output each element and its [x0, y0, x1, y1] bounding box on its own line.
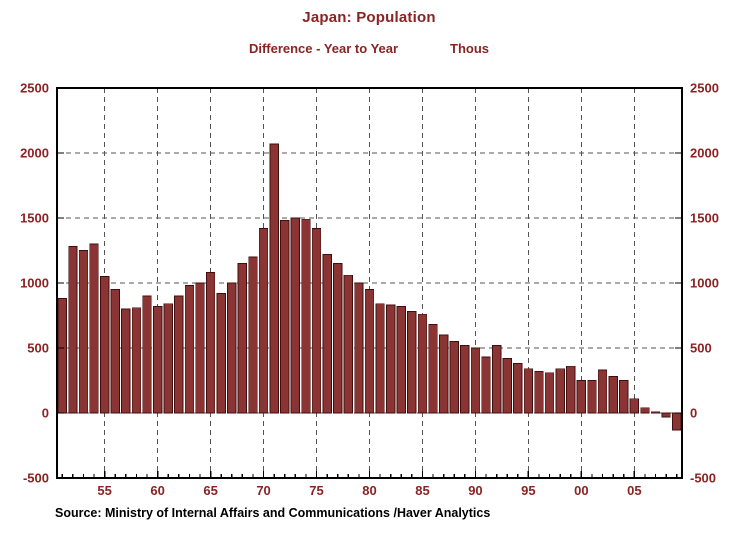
bar [544, 372, 555, 414]
bar [491, 344, 502, 414]
chart-title: Japan: Population [302, 9, 436, 26]
bar [534, 370, 544, 414]
bar [121, 308, 131, 414]
y-axis-label-left: 1500 [20, 211, 49, 226]
y-axis-label-left: -500 [23, 471, 49, 486]
bar [237, 263, 248, 414]
bar [608, 376, 618, 414]
bar [417, 313, 428, 414]
bar [301, 218, 311, 414]
bar [502, 357, 512, 414]
bar [333, 263, 343, 414]
x-axis-label: 75 [309, 483, 323, 498]
y-axis-label-right: -500 [690, 471, 716, 486]
y-axis-label-left: 2000 [20, 146, 49, 161]
bar [343, 274, 353, 414]
bar [629, 398, 639, 414]
bar [142, 295, 152, 414]
bar [89, 243, 99, 414]
bar [640, 407, 650, 414]
bar [449, 341, 459, 414]
x-axis-label: 80 [362, 483, 376, 498]
bar [227, 282, 237, 414]
bar [322, 253, 332, 414]
bar [311, 227, 322, 414]
bar [258, 227, 269, 414]
bar [386, 304, 396, 414]
bar [597, 369, 608, 414]
bar [661, 412, 671, 418]
y-axis-label-right: 1000 [690, 276, 719, 291]
bar [216, 292, 226, 414]
bar [269, 143, 279, 414]
x-axis-label: 70 [256, 483, 270, 498]
y-axis-label-right: 0 [690, 406, 697, 421]
source-note: Source: Ministry of Internal Affairs and… [55, 506, 491, 520]
bar [460, 344, 470, 414]
bar [280, 220, 290, 414]
y-axis-label-left: 1000 [20, 276, 49, 291]
bar [619, 380, 629, 414]
bar [57, 298, 67, 414]
x-axis-label: 00 [574, 483, 588, 498]
bar [439, 334, 449, 414]
bar [68, 246, 78, 414]
bar [364, 289, 375, 414]
bar [290, 217, 300, 414]
y-axis-label-right: 500 [690, 341, 712, 356]
bar [513, 363, 523, 414]
x-axis-label: 90 [468, 483, 482, 498]
bar [131, 307, 142, 414]
bar [650, 411, 661, 414]
bar [184, 285, 195, 414]
bar [470, 347, 481, 414]
bar [100, 276, 110, 414]
bar [375, 303, 385, 414]
bar [481, 356, 491, 414]
bar [523, 368, 534, 414]
bar [576, 380, 587, 414]
plot-frame [56, 87, 683, 479]
bar [248, 256, 258, 414]
bar [672, 412, 682, 431]
bar [174, 295, 184, 414]
x-axis-label: 60 [150, 483, 164, 498]
y-axis-label-left: 500 [27, 341, 49, 356]
y-axis-label-left: 2500 [20, 81, 49, 96]
bar [163, 303, 173, 414]
bar [587, 380, 597, 414]
bar [407, 311, 417, 414]
bar [110, 289, 120, 414]
chart-subtitle: Difference - Year to Year Thous [0, 41, 738, 56]
y-axis-label-right: 2500 [690, 81, 719, 96]
bar [354, 282, 364, 414]
bar [205, 272, 216, 414]
x-axis-label: 85 [415, 483, 429, 498]
x-axis-label: 05 [627, 483, 641, 498]
bar [566, 365, 576, 414]
x-axis-label: 55 [97, 483, 111, 498]
bar [428, 324, 438, 414]
y-axis-label-right: 1500 [690, 211, 719, 226]
bar [78, 250, 89, 414]
chart-subtitle-units: Thous [450, 41, 490, 56]
y-axis-label-left: 0 [42, 406, 49, 421]
bar [195, 282, 205, 414]
x-axis-label: 65 [203, 483, 217, 498]
bar [555, 368, 565, 414]
bar [396, 305, 406, 414]
y-axis-label-right: 2000 [690, 146, 719, 161]
chart-subtitle-measure: Difference - Year to Year [248, 41, 399, 56]
x-axis-label: 95 [521, 483, 535, 498]
bar [152, 305, 163, 414]
